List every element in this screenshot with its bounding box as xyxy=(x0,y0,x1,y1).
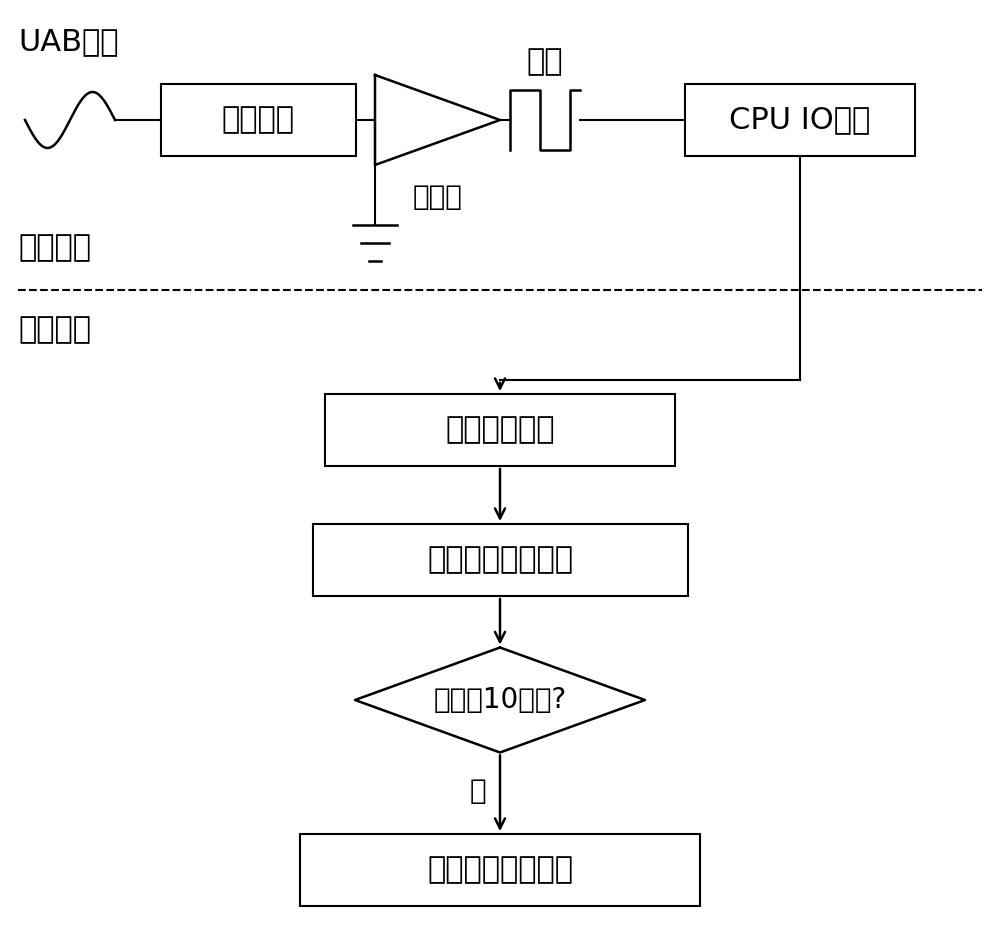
Text: 软件部分: 软件部分 xyxy=(18,315,91,344)
Text: CPU IO中断: CPU IO中断 xyxy=(729,105,871,134)
Text: 软件中断入口: 软件中断入口 xyxy=(445,415,555,444)
Text: 计数满10周波?: 计数满10周波? xyxy=(433,686,567,714)
Bar xyxy=(160,84,356,156)
Bar xyxy=(685,84,915,156)
Text: 计算硬件测频结果: 计算硬件测频结果 xyxy=(427,856,573,884)
Text: 是: 是 xyxy=(470,776,486,804)
Bar xyxy=(312,524,688,596)
Text: 低通滤波: 低通滤波 xyxy=(222,105,294,134)
Text: 比较器: 比较器 xyxy=(413,183,462,211)
Text: 硬件部分: 硬件部分 xyxy=(18,233,91,262)
Text: 方波: 方波 xyxy=(527,48,563,77)
Text: 记录上升沿时间差: 记录上升沿时间差 xyxy=(427,546,573,575)
Bar xyxy=(300,834,700,906)
Bar xyxy=(325,394,675,466)
Text: UAB信号: UAB信号 xyxy=(18,27,119,57)
